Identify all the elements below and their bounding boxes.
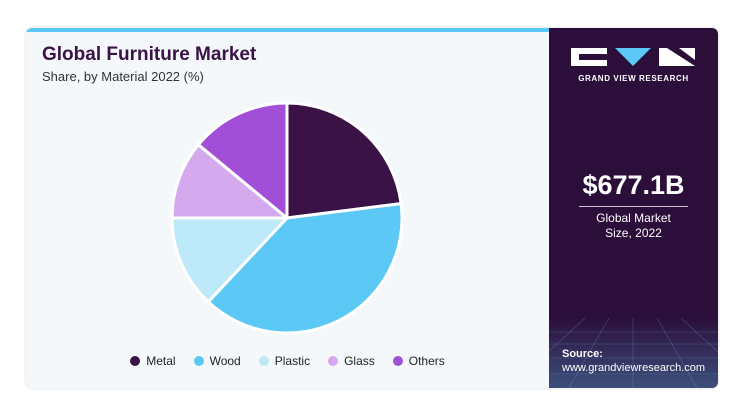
legend-item: Others: [392, 354, 445, 368]
legend: Metal Wood Plastic Glass Others: [26, 354, 549, 368]
logo: [571, 48, 695, 66]
market-size: $677.1B: [582, 170, 685, 200]
source-label: Source:: [562, 348, 603, 360]
market-size-label: Global Market Size, 2022: [596, 211, 671, 240]
accent-bar: [26, 28, 549, 32]
logo-text: GRAND VIEW RESEARCH: [578, 74, 689, 83]
legend-label: Others: [408, 354, 445, 368]
pie-slice: [170, 143, 289, 220]
legend-swatch: [258, 356, 269, 366]
source-url: www.grandviewresearch.com: [562, 362, 706, 374]
pie-slice: [170, 216, 289, 304]
chart-subtitle: Share, by Material 2022 (%): [42, 69, 204, 84]
legend-swatch: [328, 356, 339, 366]
legend-label: Plastic: [274, 354, 311, 368]
decoration: [549, 318, 718, 388]
legend-item: Plastic: [258, 354, 311, 368]
legend-item: Metal: [130, 354, 176, 368]
pie-chart: [170, 101, 404, 335]
legend-item: Wood: [193, 354, 241, 368]
legend-label: Metal: [146, 354, 176, 368]
legend-swatch: [130, 356, 141, 366]
card: Global Furniture Market Share, by Materi…: [26, 28, 718, 388]
chart-title: Global Furniture Market: [42, 44, 257, 65]
legend-label: Glass: [344, 354, 375, 368]
legend-swatch: [193, 356, 204, 366]
pie-slice: [285, 101, 403, 220]
legend-swatch: [392, 356, 403, 366]
pie-slice: [196, 101, 289, 220]
legend-item: Glass: [328, 354, 375, 368]
pie-slice: [206, 202, 404, 335]
legend-label: Wood: [209, 354, 241, 368]
side-panel: GRAND VIEW RESEARCH $677.1B Global Marke…: [549, 28, 718, 388]
divider: [579, 206, 688, 207]
